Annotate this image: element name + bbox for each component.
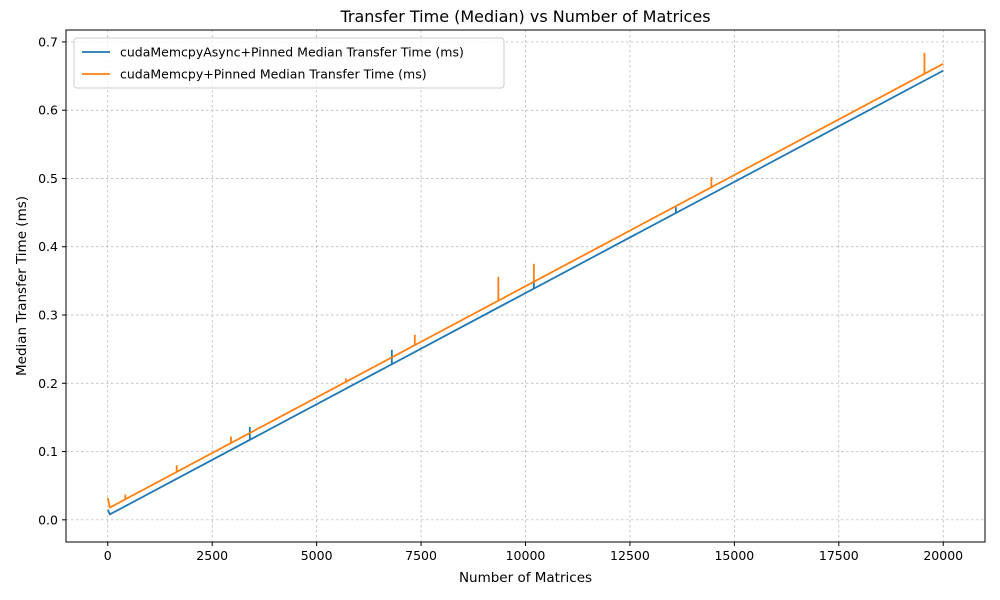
x-tick-label: 7500 (405, 548, 437, 563)
x-tick-label: 20000 (923, 548, 963, 563)
y-tick-label: 0.2 (38, 376, 58, 391)
x-tick-label: 2500 (196, 548, 228, 563)
x-tick-label: 15000 (714, 548, 754, 563)
x-tick-label: 17500 (819, 548, 859, 563)
y-tick-label: 0.5 (38, 171, 58, 186)
x-tick-label: 5000 (301, 548, 333, 563)
legend-label: cudaMemcpy+Pinned Median Transfer Time (… (120, 67, 427, 82)
series-2 (106, 52, 944, 509)
series-layer (106, 52, 944, 516)
series-line (106, 69, 944, 516)
legend-label: cudaMemcpyAsync+Pinned Median Transfer T… (120, 45, 464, 60)
series-line (106, 62, 944, 509)
legend-box (73, 37, 505, 89)
x-tick-label: 12500 (610, 548, 650, 563)
x-tick-label: 0 (104, 548, 112, 563)
y-tick-label: 0.3 (38, 308, 58, 323)
grid (66, 30, 985, 542)
y-tick-label: 0.7 (38, 34, 58, 49)
x-tick-label: 10000 (506, 548, 546, 563)
y-tick-label: 0.4 (38, 239, 58, 254)
legend: cudaMemcpyAsync+Pinned Median Transfer T… (73, 37, 505, 89)
y-tick-label: 0.0 (38, 512, 58, 527)
chart-title: Transfer Time (Median) vs Number of Matr… (339, 7, 710, 26)
ticks: 0 2500 5000 7500 10000 12500 15000 17500 20000 0.… (38, 34, 963, 563)
y-axis-title: Median Transfer Time (ms) (14, 196, 30, 376)
y-tick-label: 0.6 (38, 103, 58, 118)
x-axis-title: Number of Matrices (459, 570, 592, 586)
y-tick-label: 0.1 (38, 444, 58, 459)
